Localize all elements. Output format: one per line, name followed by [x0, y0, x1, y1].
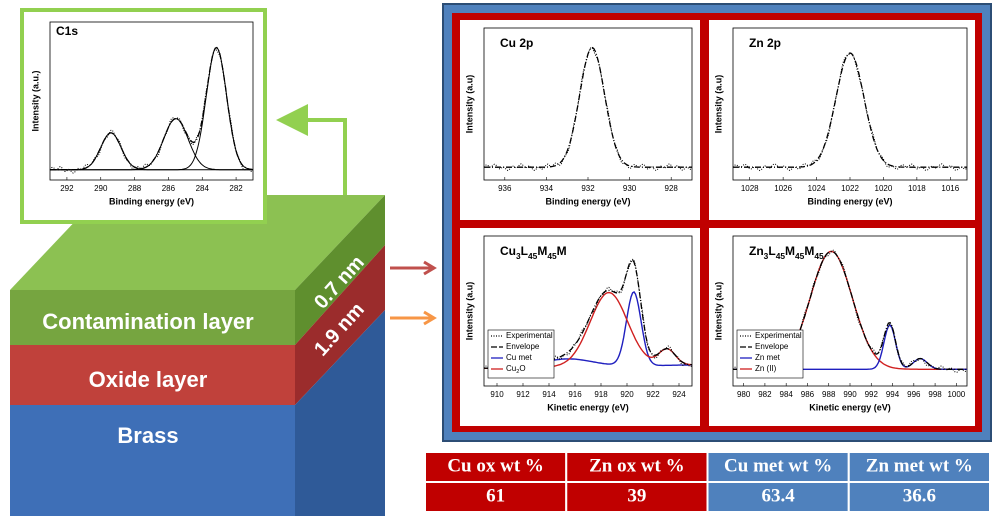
panel-title-part: 45: [547, 251, 557, 261]
panel-title-part: 45: [776, 251, 786, 261]
panel-title-part: M: [804, 244, 814, 258]
x-tick-label: 920: [620, 390, 634, 399]
x-tick-label: 996: [907, 390, 921, 399]
x-tick-label: 922: [646, 390, 660, 399]
value-text: 39: [627, 485, 646, 506]
panel-title-part: M: [537, 244, 547, 258]
value-text: 36.6: [903, 485, 936, 506]
x-tick-label: 1028: [741, 184, 759, 193]
layer-block: Contamination layer Oxide layer Brass 0.…: [10, 195, 385, 516]
legend-label-part: O: [519, 364, 525, 373]
legend-label-part: Cu: [506, 364, 516, 373]
panel-title: C1s: [56, 24, 78, 38]
y-axis-label: Intensity (a.u): [713, 75, 723, 134]
y-axis-label: Intensity (a.u.): [30, 70, 40, 131]
spectrum-panel: Zn 2p Intensity (a.u) Binding energy (eV) 1…: [709, 20, 975, 220]
legend-label: Zn met: [755, 353, 781, 362]
x-tick-label: 918: [594, 390, 608, 399]
green-arrow: [292, 120, 345, 195]
x-tick-label: 1018: [908, 184, 926, 193]
x-tick-label: 912: [516, 390, 530, 399]
x-tick-label: 286: [162, 184, 176, 193]
panel-title-part: 45: [795, 251, 805, 261]
x-axis-label: Binding energy (eV): [807, 196, 892, 206]
panel-title: Zn 2p: [749, 36, 781, 50]
panel-title: Cu 2p: [500, 36, 533, 50]
spectrum-panel: Cu 2p Intensity (a.u) Binding energy (eV) 9…: [460, 20, 700, 220]
legend-label: Envelope: [755, 342, 789, 351]
x-tick-label: 288: [128, 184, 142, 193]
legend-label: Experimental: [506, 331, 553, 340]
x-tick-label: 914: [542, 390, 556, 399]
legend-label: Envelope: [506, 342, 540, 351]
x-tick-label: 1000: [947, 390, 965, 399]
x-tick-label: 990: [843, 390, 857, 399]
panel-title-part: Zn: [749, 244, 764, 258]
value-text: 61: [486, 485, 505, 506]
x-tick-label: 998: [928, 390, 942, 399]
x-axis-label: Binding energy (eV): [109, 196, 194, 206]
y-axis-label: Intensity (a.u): [464, 282, 474, 341]
x-tick-label: 924: [672, 390, 686, 399]
header-text: Cu ox wt %: [447, 455, 544, 476]
x-tick-label: 284: [196, 184, 210, 193]
legend-label: Zn (II): [755, 364, 777, 373]
x-tick-label: 988: [822, 390, 836, 399]
panel-title-part: L: [521, 244, 528, 258]
layer-label: Contamination layer: [42, 309, 254, 334]
x-axis-label: Kinetic energy (eV): [809, 402, 891, 412]
panel-title-part: M: [557, 244, 567, 258]
x-tick-label: 984: [780, 390, 794, 399]
x-tick-label: 292: [60, 184, 74, 193]
spectrum-panel: Zn3L45M45M45Intensity (a.u)Kinetic energ…: [709, 228, 975, 426]
legend-label: Experimental: [755, 331, 802, 340]
x-axis-label: Binding energy (eV): [545, 196, 630, 206]
panel-title-part: Cu: [500, 244, 516, 258]
x-tick-label: 282: [229, 184, 243, 193]
x-tick-label: 1024: [808, 184, 826, 193]
x-tick-label: 932: [581, 184, 595, 193]
x-tick-label: 980: [737, 390, 751, 399]
panel-title-part: L: [768, 244, 775, 258]
y-axis-label: Intensity (a.u): [713, 282, 723, 341]
panel-title-part: M: [785, 244, 795, 258]
header-text: Zn ox wt %: [589, 455, 685, 476]
x-tick-label: 934: [540, 184, 554, 193]
x-tick-label: 1026: [774, 184, 792, 193]
layer-label: Brass: [117, 423, 178, 448]
x-tick-label: 1016: [941, 184, 959, 193]
x-tick-label: 1022: [841, 184, 859, 193]
x-tick-label: 986: [801, 390, 815, 399]
panel-title-part: 45: [528, 251, 538, 261]
front-brass: [10, 405, 295, 516]
x-tick-label: 992: [865, 390, 879, 399]
figure: Contamination layer Oxide layer Brass 0.…: [0, 0, 993, 516]
layer-label: Oxide layer: [89, 367, 208, 392]
x-tick-label: 930: [623, 184, 637, 193]
x-tick-label: 1020: [875, 184, 893, 193]
x-axis-label: Kinetic energy (eV): [547, 402, 629, 412]
value-text: 63.4: [762, 485, 796, 506]
x-tick-label: 916: [568, 390, 582, 399]
x-tick-label: 936: [498, 184, 512, 193]
x-tick-label: 928: [665, 184, 679, 193]
x-tick-label: 994: [886, 390, 900, 399]
x-tick-label: 982: [758, 390, 772, 399]
y-axis-label: Intensity (a.u): [464, 75, 474, 134]
x-tick-label: 290: [94, 184, 108, 193]
legend-label: Cu met: [506, 353, 533, 362]
header-text: Zn met wt %: [866, 455, 973, 476]
x-tick-label: 910: [490, 390, 504, 399]
header-text: Cu met wt %: [724, 455, 832, 476]
